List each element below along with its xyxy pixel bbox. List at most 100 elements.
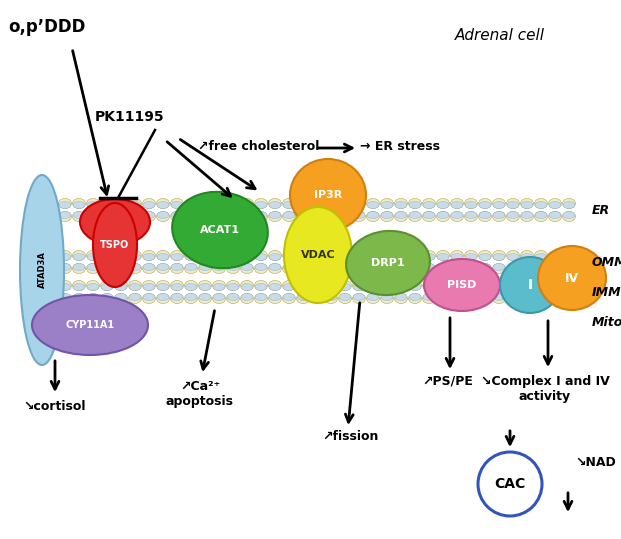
Ellipse shape: [185, 284, 197, 291]
Ellipse shape: [73, 280, 86, 291]
Ellipse shape: [45, 264, 57, 271]
Text: → ER stress: → ER stress: [360, 140, 440, 153]
Ellipse shape: [185, 202, 197, 209]
Ellipse shape: [283, 251, 296, 260]
Ellipse shape: [409, 280, 422, 291]
Ellipse shape: [157, 294, 169, 301]
Ellipse shape: [227, 264, 239, 271]
Ellipse shape: [143, 264, 155, 271]
Ellipse shape: [563, 211, 576, 222]
Ellipse shape: [381, 202, 393, 209]
Ellipse shape: [465, 253, 477, 260]
Ellipse shape: [507, 264, 519, 273]
Ellipse shape: [297, 294, 309, 303]
Ellipse shape: [465, 202, 477, 209]
Ellipse shape: [30, 251, 43, 260]
Ellipse shape: [199, 264, 211, 271]
Ellipse shape: [143, 211, 155, 222]
Ellipse shape: [325, 280, 337, 291]
Ellipse shape: [87, 202, 99, 209]
Ellipse shape: [310, 280, 324, 291]
Ellipse shape: [507, 264, 519, 271]
Ellipse shape: [297, 211, 309, 218]
Text: ↗fission: ↗fission: [322, 430, 378, 443]
Ellipse shape: [520, 211, 533, 222]
Ellipse shape: [423, 264, 435, 271]
Ellipse shape: [156, 280, 170, 291]
Ellipse shape: [492, 294, 505, 303]
Ellipse shape: [548, 264, 561, 273]
Ellipse shape: [409, 264, 422, 273]
Ellipse shape: [129, 211, 142, 222]
Ellipse shape: [394, 211, 407, 222]
Ellipse shape: [32, 295, 148, 355]
Ellipse shape: [339, 264, 351, 271]
Ellipse shape: [199, 251, 211, 260]
Ellipse shape: [479, 211, 491, 218]
Ellipse shape: [184, 198, 197, 209]
Ellipse shape: [507, 202, 519, 209]
Ellipse shape: [479, 280, 491, 291]
Ellipse shape: [409, 211, 421, 218]
Ellipse shape: [479, 294, 491, 303]
Ellipse shape: [479, 284, 491, 291]
Ellipse shape: [353, 211, 365, 218]
Ellipse shape: [535, 202, 547, 209]
Ellipse shape: [409, 253, 421, 260]
Ellipse shape: [521, 264, 533, 271]
Ellipse shape: [395, 202, 407, 209]
Ellipse shape: [422, 211, 435, 222]
Ellipse shape: [563, 280, 576, 291]
Ellipse shape: [269, 264, 281, 271]
Ellipse shape: [199, 211, 211, 218]
Ellipse shape: [381, 198, 394, 209]
Ellipse shape: [437, 284, 449, 291]
Ellipse shape: [437, 211, 450, 222]
Ellipse shape: [143, 294, 155, 301]
Text: TSPO: TSPO: [101, 240, 130, 250]
Ellipse shape: [212, 251, 225, 260]
Ellipse shape: [114, 280, 127, 291]
Ellipse shape: [366, 251, 379, 260]
Ellipse shape: [422, 280, 435, 291]
Ellipse shape: [283, 264, 296, 273]
Ellipse shape: [535, 251, 548, 260]
Ellipse shape: [45, 202, 57, 209]
Ellipse shape: [422, 251, 435, 260]
Ellipse shape: [492, 264, 505, 273]
Ellipse shape: [409, 211, 422, 222]
Ellipse shape: [451, 294, 463, 303]
Ellipse shape: [394, 198, 407, 209]
Ellipse shape: [213, 211, 225, 218]
Ellipse shape: [563, 264, 576, 273]
Ellipse shape: [101, 280, 114, 291]
Ellipse shape: [493, 264, 505, 271]
Ellipse shape: [353, 280, 365, 291]
Ellipse shape: [521, 211, 533, 218]
Ellipse shape: [338, 294, 351, 303]
Ellipse shape: [227, 251, 240, 260]
Ellipse shape: [367, 284, 379, 291]
Ellipse shape: [353, 284, 365, 291]
Text: PK11195: PK11195: [95, 110, 165, 124]
Ellipse shape: [422, 294, 435, 303]
Ellipse shape: [283, 294, 296, 303]
Ellipse shape: [507, 294, 519, 301]
Ellipse shape: [227, 211, 240, 222]
Ellipse shape: [143, 294, 155, 303]
Ellipse shape: [423, 284, 435, 291]
Ellipse shape: [143, 253, 155, 260]
Ellipse shape: [129, 211, 141, 218]
Ellipse shape: [493, 253, 505, 260]
Ellipse shape: [115, 202, 127, 209]
Ellipse shape: [171, 280, 183, 291]
Ellipse shape: [171, 198, 183, 209]
Ellipse shape: [185, 253, 197, 260]
Ellipse shape: [465, 198, 478, 209]
Ellipse shape: [424, 259, 500, 311]
Ellipse shape: [339, 294, 351, 301]
Ellipse shape: [171, 284, 183, 291]
Ellipse shape: [367, 264, 379, 271]
Ellipse shape: [535, 284, 547, 291]
Ellipse shape: [325, 211, 337, 218]
